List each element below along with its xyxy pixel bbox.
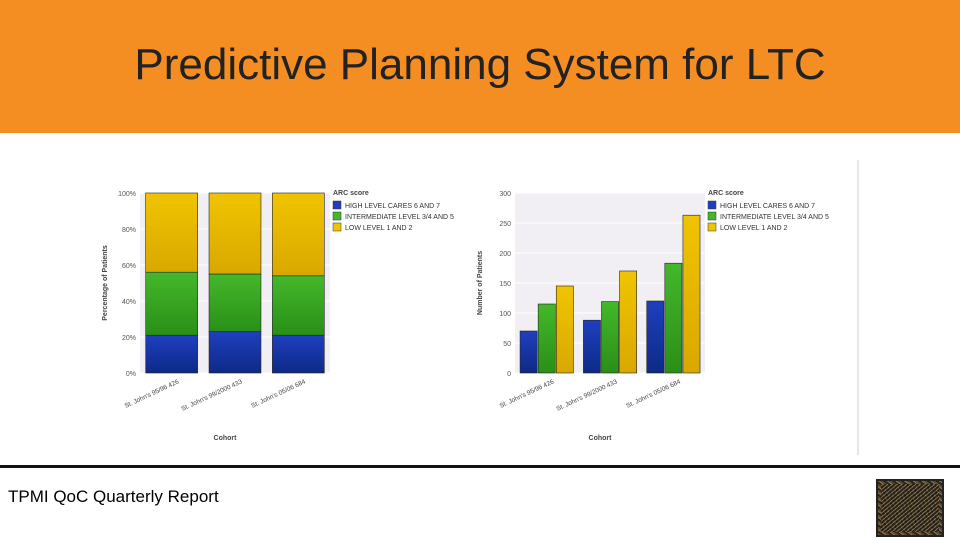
y-tick-label: 40% <box>122 299 136 306</box>
y-tick-label: 0% <box>126 371 136 378</box>
legend-entry: LOW LEVEL 1 AND 2 <box>345 225 413 232</box>
legend-entry: INTERMEDIATE LEVEL 3/4 AND 5 <box>345 214 454 221</box>
legend-swatch <box>332 222 342 232</box>
bar-segment <box>272 275 325 336</box>
y-tick-label: 60% <box>122 263 136 270</box>
bar <box>619 270 637 374</box>
bar-segment <box>208 331 262 374</box>
legend-swatch <box>332 211 342 221</box>
bar-segment <box>145 192 198 273</box>
footer-rule <box>0 465 960 468</box>
title-banner <box>0 0 960 133</box>
legend-entry: HIGH LEVEL CARES 6 AND 7 <box>720 203 815 210</box>
bar <box>583 319 601 374</box>
bar-segment <box>208 192 262 275</box>
legend-swatch <box>707 200 717 210</box>
y-tick-label: 250 <box>499 221 511 228</box>
slide-title: Predictive Planning System for LTC <box>134 40 826 89</box>
x-tick-label: St. John's 99/2000 433 <box>555 378 618 413</box>
logo-texture <box>881 484 939 532</box>
legend-swatch <box>707 211 717 221</box>
x-axis-label: Cohort <box>589 435 613 442</box>
bar-segment <box>208 273 262 332</box>
chart-2: 0 50 100 150 200 250 300 Number of Patients St. … <box>477 190 829 442</box>
legend-title: ARC score <box>708 190 744 197</box>
bar <box>555 285 574 374</box>
divider <box>857 160 859 455</box>
y-tick-label: 200 <box>499 251 511 258</box>
x-tick-label: St. John's 05/06 684 <box>250 378 307 409</box>
y-tick-label: 20% <box>122 335 136 342</box>
chart-1: 0% 20% 40% 60% 80% 100% Percentage of Patients… <box>102 190 454 442</box>
footer-label: TPMI QoC Quarterly Report <box>8 487 219 506</box>
x-tick-label: St. John's 99/2000 433 <box>180 378 243 413</box>
y-axis-label: Percentage of Patients <box>102 245 109 321</box>
y-axis-label: Number of Patients <box>477 251 484 315</box>
bar-segment <box>145 271 198 336</box>
y-tick-label: 150 <box>499 281 511 288</box>
legend-title: ARC score <box>333 190 369 197</box>
y-tick-label: 80% <box>122 227 136 234</box>
y-tick-label: 300 <box>499 191 511 198</box>
y-tick-label: 50 <box>503 341 511 348</box>
legend-entry: INTERMEDIATE LEVEL 3/4 AND 5 <box>720 214 829 221</box>
charts-area: 0% 20% 40% 60% 80% 100% Percentage of Patients… <box>95 180 865 460</box>
bar <box>537 303 556 374</box>
y-tick-label: 100 <box>499 311 511 318</box>
legend-swatch <box>332 200 342 210</box>
bar-segment <box>272 192 325 277</box>
legend-entry: LOW LEVEL 1 AND 2 <box>720 225 788 232</box>
x-tick-label: St. John's 95/96 426 <box>124 378 181 409</box>
y-tick-label: 100% <box>118 191 136 198</box>
bar-segment <box>145 334 198 374</box>
legend-entry: HIGH LEVEL CARES 6 AND 7 <box>345 203 440 210</box>
bar <box>664 262 683 374</box>
legend-swatch <box>707 222 717 232</box>
x-axis-label: Cohort <box>214 435 238 442</box>
x-tick-label: St. John's 95/96 426 <box>499 378 556 409</box>
bar <box>519 330 538 374</box>
logo-thumbnail <box>876 479 944 537</box>
bar <box>646 300 665 374</box>
charts-svg: 0% 20% 40% 60% 80% 100% Percentage of Patients… <box>102 190 829 442</box>
y-tick-label: 0 <box>507 371 511 378</box>
bar <box>682 214 701 374</box>
bar-segment <box>272 334 325 374</box>
bar <box>601 301 619 374</box>
x-tick-label: St. John's 05/06 684 <box>625 378 682 409</box>
